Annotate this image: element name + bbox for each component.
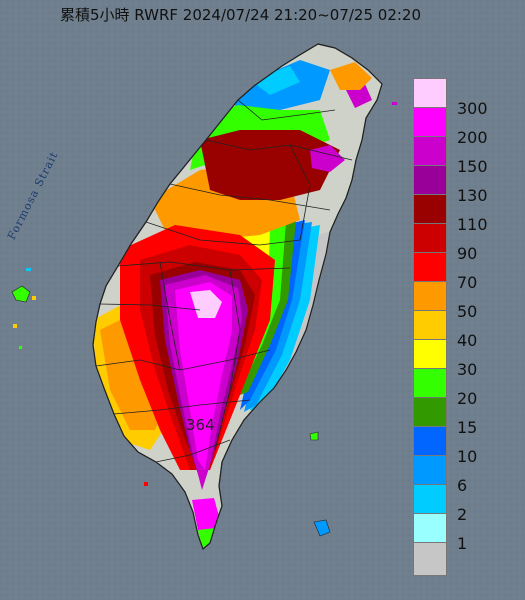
green-island <box>309 431 319 441</box>
penghu-speck-1 <box>32 296 36 300</box>
rain-200mm <box>175 282 232 470</box>
legend-swatch-70 <box>413 252 447 286</box>
legend-swatch-200 <box>413 107 447 141</box>
legend-swatch-20 <box>413 368 447 402</box>
legend-swatch-none <box>413 542 447 576</box>
county-borders <box>95 99 353 463</box>
legend-label-300: 300 <box>457 99 488 118</box>
legend-swatch-300 <box>413 78 447 112</box>
legend-swatch-6 <box>413 455 447 489</box>
legend-label-6: 6 <box>457 476 468 495</box>
legend-label-30: 30 <box>457 360 478 379</box>
legend-swatch-150 <box>413 136 447 170</box>
offshore-islands <box>11 102 397 537</box>
northeast-islet <box>392 102 397 105</box>
legend-swatch-130 <box>413 165 447 199</box>
penghu-speck-4 <box>19 346 22 349</box>
rainfall-legend: 300 200 150 130 110 90 70 50 40 30 20 15 10 6 2 1 <box>413 78 515 576</box>
legend-label-1: 1 <box>457 534 468 553</box>
map-title: 累積5小時 RWRF 2024/07/24 21:20~07/25 02:20 <box>60 6 422 24</box>
legend-swatch-30 <box>413 339 447 373</box>
rain-110mm <box>200 130 340 200</box>
legend-label-50: 50 <box>457 302 478 321</box>
legend-label-90: 90 <box>457 244 478 263</box>
rain-north-cyan <box>250 66 300 95</box>
legend-label-150: 150 <box>457 157 488 176</box>
legend-label-10: 10 <box>457 447 478 466</box>
rain-300mm <box>190 290 222 318</box>
legend-label-200: 200 <box>457 128 488 147</box>
max-rainfall-label: 364 <box>186 416 215 434</box>
legend-label-40: 40 <box>457 331 478 350</box>
rain-northeast-orange <box>330 62 372 90</box>
legend-label-110: 110 <box>457 215 488 234</box>
legend-label-2: 2 <box>457 505 468 524</box>
legend-swatch-10 <box>413 426 447 460</box>
penghu-speck-3 <box>26 268 31 271</box>
orchid-island <box>313 519 331 537</box>
legend-swatch-40 <box>413 310 447 344</box>
penghu-speck-2 <box>13 324 17 328</box>
rainfall-shading <box>93 60 372 549</box>
south-speck <box>144 482 148 486</box>
legend-label-20: 20 <box>457 389 478 408</box>
penghu-islands <box>11 285 31 303</box>
legend-label-70: 70 <box>457 273 478 292</box>
legend-label-130: 130 <box>457 186 488 205</box>
legend-label-15: 15 <box>457 418 478 437</box>
